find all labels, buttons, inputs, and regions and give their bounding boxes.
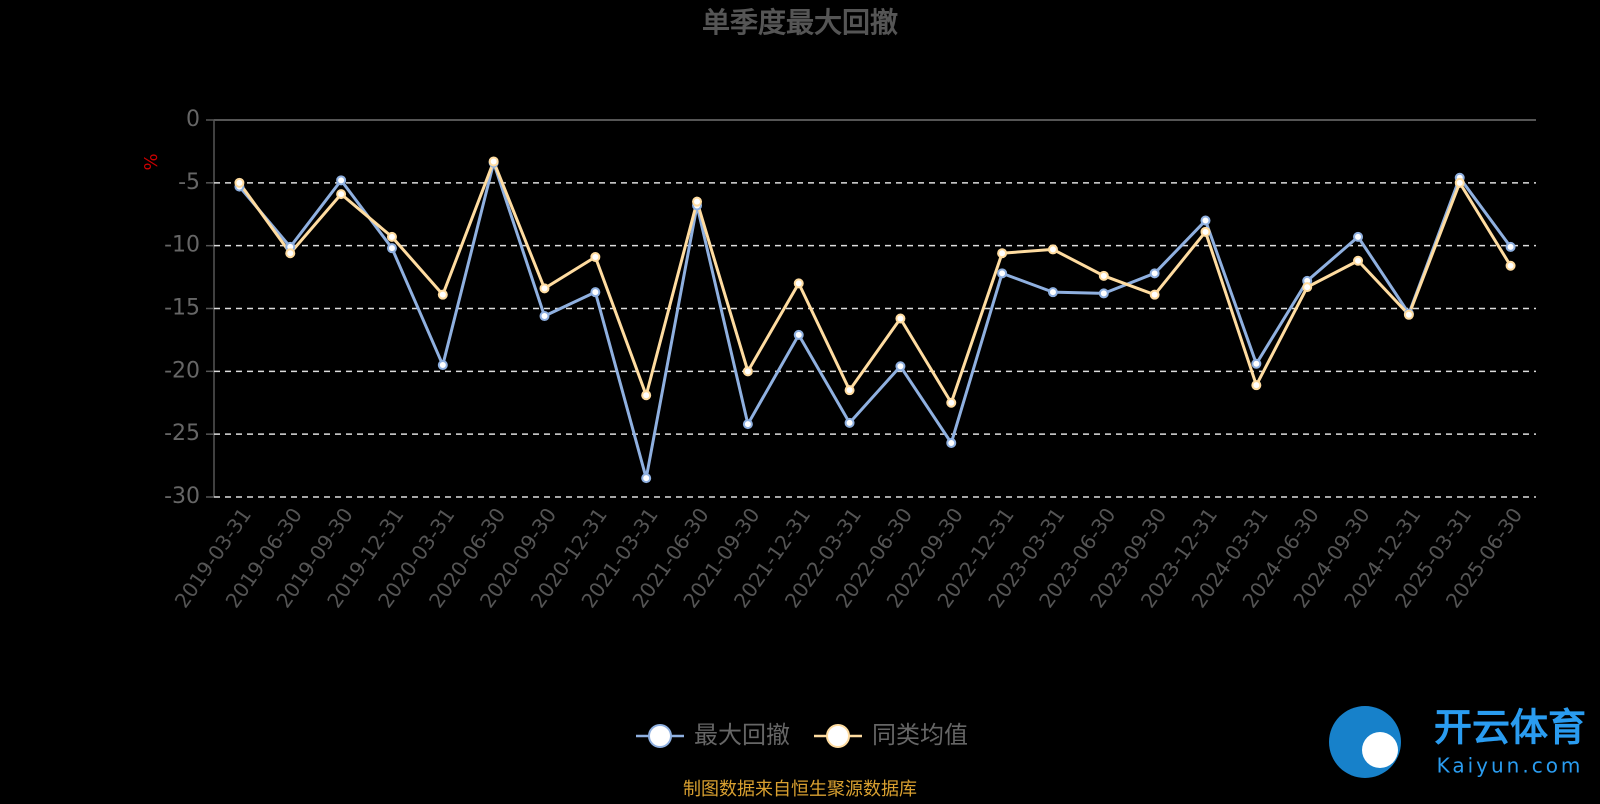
- watermark-site: Kaiyun.com: [1437, 754, 1584, 778]
- data-point: [844, 417, 855, 428]
- legend-label: 最大回撤: [694, 721, 790, 749]
- data-point: [1047, 244, 1058, 255]
- data-point: [1302, 282, 1313, 293]
- data-point: [1047, 287, 1058, 298]
- data-point: [1353, 231, 1364, 242]
- data-point: [742, 366, 753, 377]
- data-point: [1505, 241, 1516, 252]
- data-point: [946, 437, 957, 448]
- data-point: [1403, 309, 1414, 320]
- y-tick-label: -5: [178, 170, 200, 195]
- data-point: [1200, 215, 1211, 226]
- y-axis-label: %: [141, 153, 162, 170]
- data-point: [488, 156, 499, 167]
- y-tick-label: -15: [164, 296, 200, 321]
- data-point: [895, 313, 906, 324]
- watermark: 开云体育 Kaiyun.com: [1329, 706, 1586, 778]
- data-point: [997, 268, 1008, 279]
- y-tick-label: -30: [164, 484, 200, 509]
- data-point: [793, 329, 804, 340]
- data-point: [336, 175, 347, 186]
- y-tick-label: -20: [164, 358, 200, 383]
- chart-title: 单季度最大回撤: [702, 6, 898, 39]
- data-point: [437, 360, 448, 371]
- series-line: [238, 157, 1512, 479]
- data-point: [1149, 289, 1160, 300]
- data-point: [1353, 255, 1364, 266]
- data-point: [641, 390, 652, 401]
- data-point: [844, 385, 855, 396]
- data-point: [1200, 226, 1211, 237]
- data-point: [742, 419, 753, 430]
- legend-marker: [826, 724, 850, 748]
- watermark-ball: [1362, 732, 1398, 768]
- data-point: [1251, 380, 1262, 391]
- data-point: [1098, 288, 1109, 299]
- data-point: [1149, 268, 1160, 279]
- data-point: [895, 361, 906, 372]
- data-point: [590, 287, 601, 298]
- data-point: [590, 251, 601, 262]
- data-point: [234, 177, 245, 188]
- y-tick-label: -10: [164, 233, 200, 258]
- data-point: [336, 189, 347, 200]
- series-line: [238, 157, 1512, 407]
- data-point: [386, 243, 397, 254]
- data-point: [437, 289, 448, 300]
- y-tick-label: -25: [164, 421, 200, 446]
- data-point: [1454, 177, 1465, 188]
- data-point: [539, 283, 550, 294]
- data-point: [1251, 358, 1262, 369]
- watermark-brand: 开云体育: [1434, 706, 1586, 750]
- legend-marker: [648, 724, 672, 748]
- y-tick-label: 0: [186, 107, 200, 132]
- data-point: [386, 231, 397, 242]
- data-point: [692, 196, 703, 207]
- data-point: [946, 397, 957, 408]
- data-point: [793, 278, 804, 289]
- data-point: [1098, 270, 1109, 281]
- data-point: [641, 473, 652, 484]
- data-point: [997, 248, 1008, 259]
- data-point: [285, 248, 296, 259]
- data-point: [539, 311, 550, 322]
- source-note: 制图数据来自恒生聚源数据库: [683, 779, 917, 800]
- data-point: [1505, 260, 1516, 271]
- legend-label: 同类均值: [872, 721, 968, 749]
